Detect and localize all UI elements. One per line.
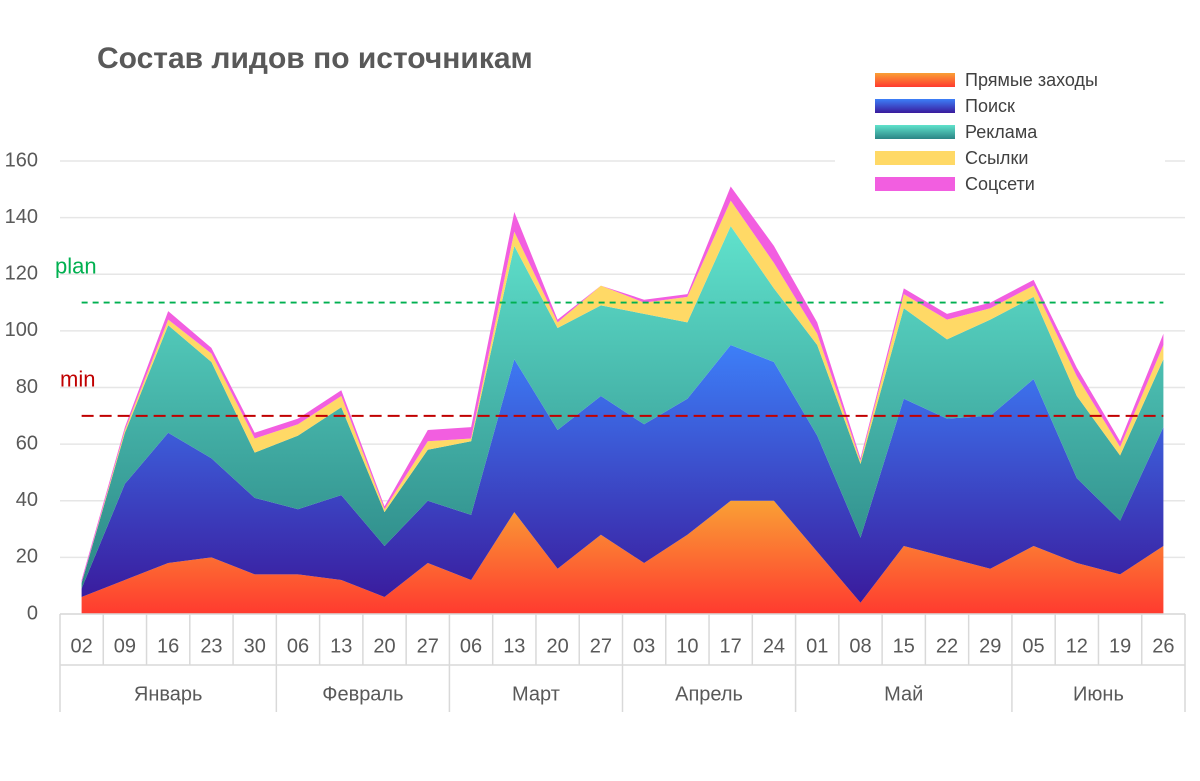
y-tick-label: 100 <box>5 319 38 341</box>
group-label: Апрель <box>675 683 743 705</box>
chart-title: Состав лидов по источникам <box>97 42 533 75</box>
y-tick-label: 140 <box>5 206 38 228</box>
area <box>81 226 1164 589</box>
legend-swatch <box>875 99 955 113</box>
reference-label: plan <box>55 253 97 278</box>
x-tick-label: 06 <box>460 635 482 657</box>
x-tick-label: 17 <box>720 635 742 657</box>
group-label: Март <box>512 683 560 705</box>
x-tick-label: 02 <box>71 635 93 657</box>
legend-swatch <box>875 177 955 191</box>
legend-label: Соцсети <box>965 174 1035 194</box>
x-tick-label: 03 <box>633 635 655 657</box>
legend-label: Поиск <box>965 96 1015 116</box>
group-label: Май <box>884 683 923 705</box>
x-tick-label: 13 <box>330 635 352 657</box>
x-tick-label: 30 <box>244 635 266 657</box>
y-tick-label: 160 <box>5 149 38 171</box>
y-tick-label: 120 <box>5 263 38 285</box>
x-tick-label: 09 <box>114 635 136 657</box>
area <box>81 500 1164 614</box>
x-tick-label: 20 <box>373 635 395 657</box>
x-tick-label: 20 <box>546 635 568 657</box>
x-tick-label: 27 <box>417 635 439 657</box>
legend-swatch <box>875 125 955 139</box>
legend-swatch <box>875 73 955 87</box>
x-tick-label: 22 <box>936 635 958 657</box>
x-tick-label: 05 <box>1022 635 1044 657</box>
x-tick-label: 01 <box>806 635 828 657</box>
x-tick-label: 24 <box>763 635 785 657</box>
x-tick-label: 19 <box>1109 635 1131 657</box>
y-tick-label: 20 <box>16 546 38 568</box>
legend-label: Прямые заходы <box>965 70 1098 90</box>
x-tick-label: 06 <box>287 635 309 657</box>
reference-label: min <box>60 367 95 392</box>
x-tick-label: 26 <box>1152 635 1174 657</box>
legend-label: Реклама <box>965 122 1038 142</box>
y-tick-label: 80 <box>16 376 38 398</box>
group-label: Январь <box>134 683 203 705</box>
legend-swatch <box>875 151 955 165</box>
x-tick-label: 27 <box>590 635 612 657</box>
x-tick-label: 23 <box>200 635 222 657</box>
y-tick-label: 60 <box>16 432 38 454</box>
group-label: Февраль <box>322 683 403 705</box>
group-label: Июнь <box>1073 683 1124 705</box>
x-tick-label: 29 <box>979 635 1001 657</box>
x-tick-label: 10 <box>676 635 698 657</box>
area <box>81 345 1164 603</box>
y-tick-label: 40 <box>16 489 38 511</box>
x-tick-label: 12 <box>1066 635 1088 657</box>
y-tick-label: 0 <box>27 602 38 624</box>
x-tick-label: 15 <box>893 635 915 657</box>
x-tick-label: 13 <box>503 635 525 657</box>
x-tick-label: 08 <box>849 635 871 657</box>
legend-label: Ссылки <box>965 148 1028 168</box>
x-tick-label: 16 <box>157 635 179 657</box>
